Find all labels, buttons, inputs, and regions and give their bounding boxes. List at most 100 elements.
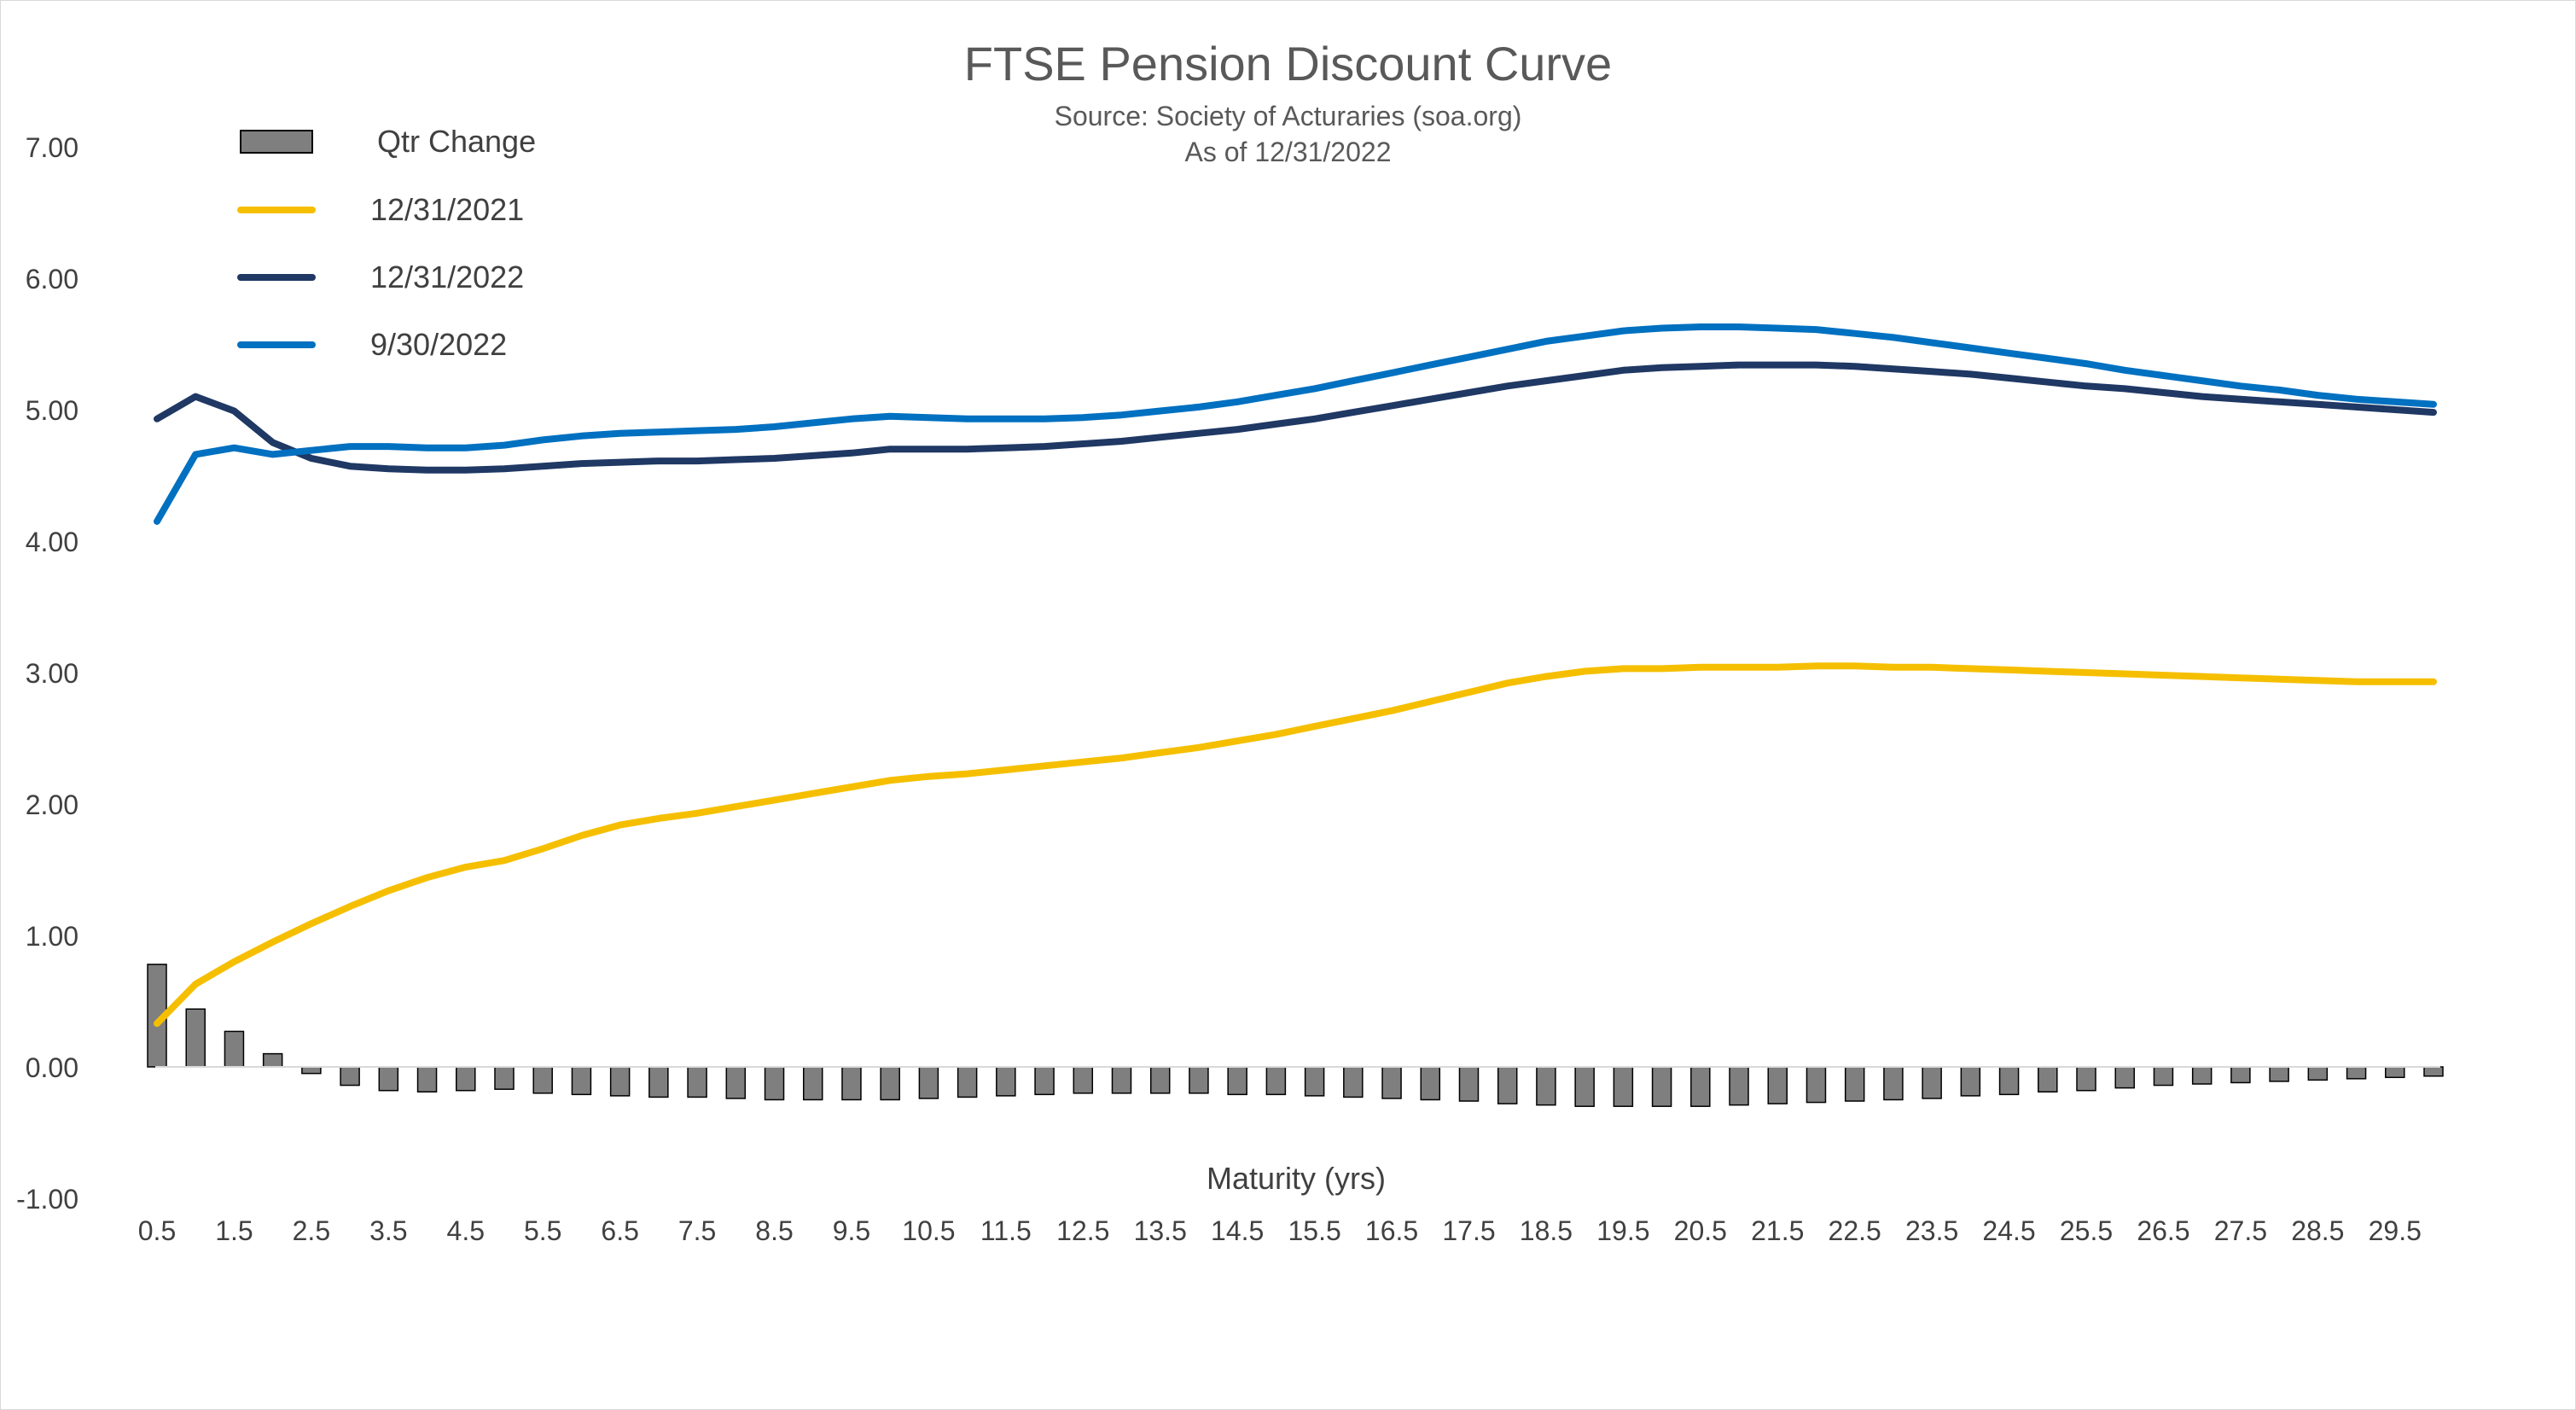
y-tick-label: 7.00 bbox=[26, 132, 79, 163]
x-tick-label: 6.5 bbox=[601, 1215, 638, 1246]
y-tick-label: 6.00 bbox=[26, 264, 79, 294]
legend-label-qtr-change: Qtr Change bbox=[377, 124, 536, 159]
qtr-change-bar bbox=[2076, 1066, 2096, 1092]
y-tick-label: 2.00 bbox=[26, 789, 79, 820]
x-tick-label: 20.5 bbox=[1674, 1215, 1727, 1246]
qtr-change-bar bbox=[301, 1066, 322, 1075]
series-line-9-30-2022 bbox=[154, 323, 2437, 525]
x-tick-label: 24.5 bbox=[1982, 1215, 2035, 1246]
qtr-change-bar bbox=[1574, 1066, 1595, 1107]
legend: Qtr Change 12/31/2021 12/31/2022 9/30/2022 bbox=[237, 124, 536, 362]
qtr-change-bar bbox=[648, 1066, 669, 1098]
qtr-change-bar bbox=[1729, 1066, 1749, 1106]
qtr-change-bar bbox=[1690, 1066, 1711, 1107]
y-tick-label: 4.00 bbox=[26, 527, 79, 557]
qtr-change-bar bbox=[416, 1066, 438, 1093]
qtr-change-bar bbox=[1613, 1066, 1634, 1107]
qtr-change-bar bbox=[1073, 1066, 1094, 1094]
x-tick-label: 22.5 bbox=[1829, 1215, 1881, 1246]
x-tick-label: 25.5 bbox=[2060, 1215, 2113, 1246]
qtr-change-bar bbox=[1497, 1066, 1518, 1104]
legend-label-9-30-2022: 9/30/2022 bbox=[370, 327, 507, 362]
qtr-change-bar bbox=[1536, 1066, 1556, 1106]
y-tick-label: 5.00 bbox=[26, 395, 79, 426]
qtr-change-bar bbox=[262, 1052, 283, 1068]
x-tick-label: 9.5 bbox=[833, 1215, 870, 1246]
qtr-change-bar bbox=[1651, 1066, 1672, 1107]
qtr-change-bar bbox=[841, 1066, 862, 1101]
qtr-change-bar bbox=[1227, 1066, 1247, 1096]
chart-title: FTSE Pension Discount Curve bbox=[963, 37, 1613, 90]
x-tick-label: 17.5 bbox=[1442, 1215, 1495, 1246]
qtr-change-bars bbox=[147, 964, 2444, 1107]
x-tick-label: 15.5 bbox=[1288, 1215, 1340, 1246]
qtr-change-bar bbox=[1034, 1066, 1055, 1096]
y-tick-label: 3.00 bbox=[26, 658, 79, 689]
x-tick-label: 5.5 bbox=[524, 1215, 561, 1246]
x-axis-tick-labels: 0.5 1.5 2.5 3.5 4.5 5.5 6.5 7.5 8.5 9.5 10.5 11.5 12… bbox=[138, 1215, 2422, 1246]
qtr-change-bar bbox=[1265, 1066, 1287, 1096]
qtr-change-bar bbox=[2191, 1066, 2213, 1085]
qtr-change-bar bbox=[609, 1066, 631, 1097]
qtr-change-bar bbox=[1806, 1066, 1827, 1104]
x-tick-label: 10.5 bbox=[902, 1215, 955, 1246]
qtr-change-bar bbox=[1420, 1066, 1441, 1101]
qtr-change-bar bbox=[456, 1066, 476, 1092]
qtr-change-bar bbox=[918, 1066, 939, 1099]
qtr-change-bar bbox=[764, 1066, 785, 1101]
legend-label-12-31-2021: 12/31/2021 bbox=[370, 192, 524, 227]
qtr-change-bar bbox=[224, 1030, 245, 1068]
series-line-12-31-2022 bbox=[154, 361, 2437, 474]
qtr-change-bar bbox=[1111, 1066, 1132, 1094]
qtr-change-bar bbox=[1304, 1066, 1325, 1097]
legend-swatch-qtr-change bbox=[240, 130, 313, 154]
x-tick-label: 1.5 bbox=[215, 1215, 253, 1246]
qtr-change-bar bbox=[1149, 1066, 1171, 1094]
x-tick-label: 0.5 bbox=[138, 1215, 176, 1246]
qtr-change-bar bbox=[571, 1066, 592, 1096]
x-tick-label: 11.5 bbox=[980, 1215, 1032, 1246]
x-tick-label: 14.5 bbox=[1211, 1215, 1264, 1246]
qtr-change-bar bbox=[185, 1008, 206, 1068]
x-tick-label: 23.5 bbox=[1905, 1215, 1958, 1246]
y-tick-label: 0.00 bbox=[26, 1052, 79, 1083]
qtr-change-bar bbox=[2307, 1066, 2329, 1081]
qtr-change-bar bbox=[340, 1066, 360, 1087]
x-tick-label: 13.5 bbox=[1134, 1215, 1187, 1246]
qtr-change-bar bbox=[1343, 1066, 1364, 1098]
qtr-change-bar bbox=[532, 1066, 553, 1094]
qtr-change-bar bbox=[1189, 1066, 1209, 1094]
chart-subtitle-source: Source: Society of Acturaries (soa.org) bbox=[1054, 101, 1522, 131]
qtr-change-bar bbox=[2346, 1066, 2367, 1080]
qtr-change-bar bbox=[1998, 1066, 2020, 1096]
qtr-change-bar bbox=[2038, 1066, 2058, 1093]
x-tick-label: 8.5 bbox=[755, 1215, 793, 1246]
qtr-change-bar bbox=[1458, 1066, 1480, 1102]
series-line-12-31-2021 bbox=[154, 662, 2437, 1028]
x-axis-title: Maturity (yrs) bbox=[1207, 1161, 1386, 1196]
qtr-change-bar bbox=[1960, 1066, 1981, 1097]
qtr-change-bar bbox=[494, 1066, 515, 1090]
qtr-change-bar bbox=[2385, 1066, 2405, 1079]
qtr-change-bar bbox=[996, 1066, 1016, 1097]
qtr-change-bar bbox=[2269, 1066, 2289, 1082]
qtr-change-bar bbox=[687, 1066, 707, 1098]
qtr-change-bar bbox=[2114, 1066, 2135, 1089]
qtr-change-bar bbox=[1922, 1066, 1942, 1099]
legend-label-12-31-2022: 12/31/2022 bbox=[370, 259, 524, 294]
qtr-change-bar bbox=[1381, 1066, 1402, 1099]
x-tick-label: 29.5 bbox=[2369, 1215, 2422, 1246]
y-axis-tick-labels: 7.00 6.00 5.00 4.00 3.00 2.00 1.00 0.00 -1.00 bbox=[16, 132, 79, 1215]
qtr-change-bar bbox=[378, 1066, 399, 1092]
y-tick-label: 1.00 bbox=[26, 921, 79, 952]
x-tick-label: 4.5 bbox=[447, 1215, 485, 1246]
qtr-change-bar bbox=[2230, 1066, 2251, 1084]
qtr-change-bar bbox=[2153, 1066, 2174, 1087]
x-tick-label: 12.5 bbox=[1056, 1215, 1109, 1246]
qtr-change-bar bbox=[2423, 1066, 2444, 1077]
x-tick-label: 7.5 bbox=[678, 1215, 716, 1246]
qtr-change-bar bbox=[957, 1066, 978, 1098]
y-tick-label: -1.00 bbox=[16, 1184, 79, 1215]
